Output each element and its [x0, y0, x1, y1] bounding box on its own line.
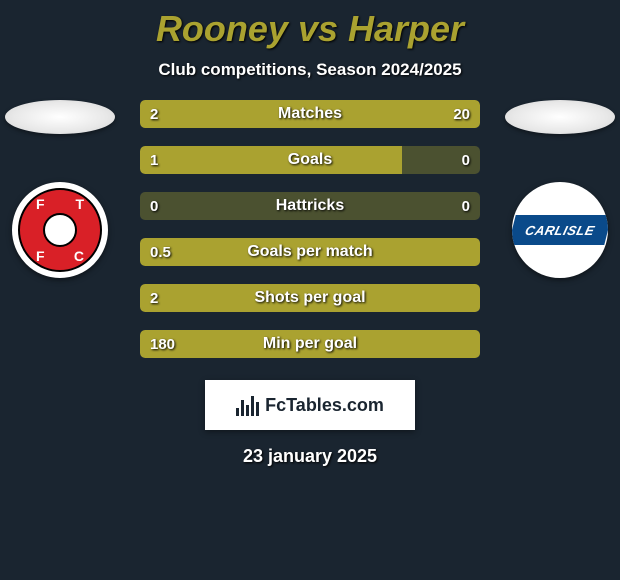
- club-left-letter: C: [74, 248, 84, 264]
- club-left-inner: F T F C: [18, 188, 102, 272]
- stat-bar-value-right: 0: [462, 192, 470, 220]
- club-left-letter: T: [75, 196, 84, 212]
- stat-bar-row: Shots per goal2: [140, 284, 480, 312]
- subtitle: Club competitions, Season 2024/2025: [0, 60, 620, 80]
- footer-brand-text: FcTables.com: [265, 395, 384, 416]
- stat-bar-label: Goals per match: [140, 238, 480, 266]
- stat-bar-value-right: 20: [453, 100, 470, 128]
- stat-bar-value-right: 0: [462, 146, 470, 174]
- stat-bar-row: Goals per match0.5: [140, 238, 480, 266]
- club-left-letter: F: [36, 248, 45, 264]
- stat-bar-value-left: 1: [150, 146, 158, 174]
- stat-bar-row: Min per goal180: [140, 330, 480, 358]
- player-right-oval: [505, 100, 615, 134]
- footer-brand: FcTables.com: [205, 380, 415, 430]
- bars-container: Matches220Goals10Hattricks00Goals per ma…: [140, 100, 480, 358]
- main-area: F T F C CARLISLE Matches220Goals10Hattri…: [0, 80, 620, 358]
- stat-bar-label: Goals: [140, 146, 480, 174]
- club-right-text: CARLISLE: [524, 223, 597, 238]
- stat-bar-label: Hattricks: [140, 192, 480, 220]
- footer-date: 23 january 2025: [0, 446, 620, 467]
- left-badge-column: F T F C: [0, 100, 120, 278]
- stat-bar-label: Min per goal: [140, 330, 480, 358]
- stat-bar-label: Matches: [140, 100, 480, 128]
- stat-bar-row: Hattricks0 0: [140, 192, 480, 220]
- stat-bar-value-left: 2: [150, 284, 158, 312]
- stat-bar-label: Shots per goal: [140, 284, 480, 312]
- player-left-oval: [5, 100, 115, 134]
- club-left-letter: F: [36, 196, 45, 212]
- stat-bar-value-left: 2: [150, 100, 158, 128]
- right-badge-column: CARLISLE: [500, 100, 620, 278]
- club-left-ball-icon: [43, 213, 77, 247]
- club-right-inner: CARLISLE: [512, 215, 608, 245]
- stat-bar-value-left: 180: [150, 330, 175, 358]
- stat-bar-value-left: 0.5: [150, 238, 171, 266]
- footer-brand-icon: [236, 394, 259, 416]
- club-left-badge: F T F C: [12, 182, 108, 278]
- stat-bar-row: Matches2 20: [140, 100, 480, 128]
- page-title: Rooney vs Harper: [0, 0, 620, 50]
- club-right-badge: CARLISLE: [512, 182, 608, 278]
- stat-bar-value-left: 0: [150, 192, 158, 220]
- stat-bar-row: Goals1 0: [140, 146, 480, 174]
